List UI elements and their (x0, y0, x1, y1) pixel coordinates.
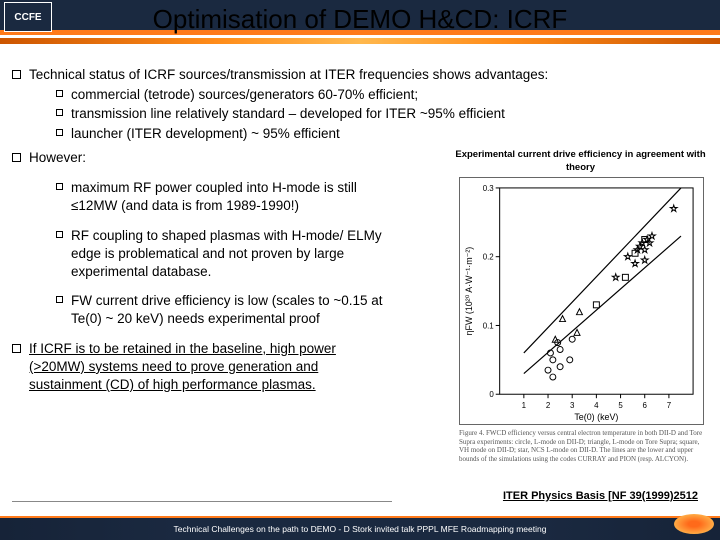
svg-text:1: 1 (522, 401, 527, 410)
however-bullet: However: (12, 149, 392, 167)
content: Technical status of ICRF sources/transmi… (0, 60, 720, 394)
footer-text: Technical Challenges on the path to DEMO… (12, 524, 708, 534)
sub-item: FW current drive efficiency is low (scal… (56, 292, 392, 328)
footer-logo (674, 514, 714, 534)
bullet-icon (56, 90, 63, 97)
sub-item: maximum RF power coupled into H-mode is … (56, 179, 392, 215)
however-lead: However: (29, 149, 86, 167)
bullet-icon (12, 153, 21, 162)
svg-text:4: 4 (594, 401, 599, 410)
bullet-icon (56, 109, 63, 116)
bullet-icon (56, 129, 63, 136)
svg-text:3: 3 (570, 401, 575, 410)
svg-text:ηFW (10²⁰ A·W⁻¹·m⁻²): ηFW (10²⁰ A·W⁻¹·m⁻²) (464, 247, 474, 336)
sub-text: transmission line relatively standard – … (71, 105, 505, 123)
top-sub-list: commercial (tetrode) sources/generators … (56, 86, 708, 143)
closing-text: If ICRF is to be retained in the baselin… (29, 340, 392, 395)
svg-text:5: 5 (618, 401, 623, 410)
divider (12, 501, 392, 502)
sub-text: commercial (tetrode) sources/generators … (71, 86, 418, 104)
svg-text:0.1: 0.1 (483, 321, 495, 330)
bullet-icon (12, 344, 21, 353)
sub-text: launcher (ITER development) ~ 95% effici… (71, 125, 340, 143)
bullet-icon (12, 70, 21, 79)
figure-under-caption: Figure 4. FWCD efficiency versus central… (459, 429, 704, 464)
sub-item: launcher (ITER development) ~ 95% effici… (56, 125, 708, 143)
top-bullet: Technical status of ICRF sources/transmi… (12, 66, 708, 84)
however-list: maximum RF power coupled into H-mode is … (56, 179, 392, 329)
sub-item: commercial (tetrode) sources/generators … (56, 86, 708, 104)
sub-text: FW current drive efficiency is low (scal… (71, 292, 392, 328)
figure-caption: Experimental current drive efficiency in… (453, 149, 708, 175)
figure-chart: 1 2 3 4 5 6 7 0 0.1 0.2 0.3 Te(0) (keV) ηFW (10²⁰ A·… (459, 177, 704, 425)
header: CCFE Optimisation of DEMO H&CD: ICRF (0, 0, 720, 60)
sub-text: RF coupling to shaped plasmas with H-mod… (71, 227, 392, 282)
sub-text: maximum RF power coupled into H-mode is … (71, 179, 392, 215)
svg-text:0: 0 (489, 390, 494, 399)
svg-text:7: 7 (667, 401, 671, 410)
svg-text:6: 6 (643, 401, 648, 410)
bullet-icon (56, 296, 63, 303)
footer: Technical Challenges on the path to DEMO… (0, 516, 720, 540)
svg-text:0.2: 0.2 (483, 253, 494, 262)
bullet-icon (56, 183, 63, 190)
svg-text:0.3: 0.3 (483, 184, 495, 193)
figure-reference: ITER Physics Basis [NF 39(1999)2512 (503, 489, 698, 504)
closing-bullet: If ICRF is to be retained in the baselin… (12, 340, 392, 395)
top-lead-text: Technical status of ICRF sources/transmi… (29, 66, 548, 84)
page-title: Optimisation of DEMO H&CD: ICRF (0, 4, 720, 35)
left-column: However: maximum RF power coupled into H… (12, 149, 392, 394)
sub-item: RF coupling to shaped plasmas with H-mod… (56, 227, 392, 282)
svg-text:2: 2 (546, 401, 550, 410)
bullet-icon (56, 231, 63, 238)
svg-text:Te(0) (keV): Te(0) (keV) (574, 412, 618, 422)
accent-band (0, 38, 720, 44)
sub-item: transmission line relatively standard – … (56, 105, 708, 123)
